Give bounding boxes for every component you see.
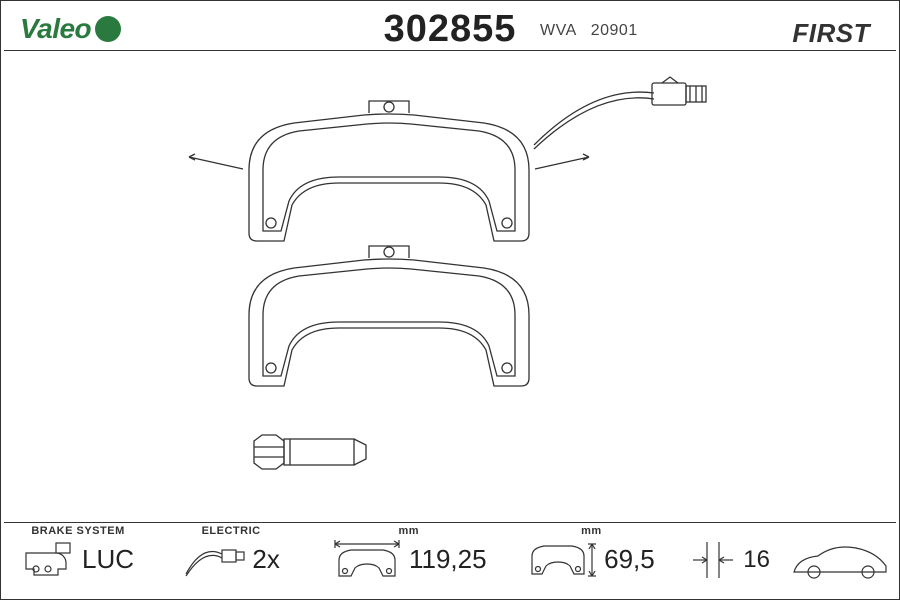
valeo-logotype: Valeo [20, 13, 91, 45]
caliper-icon [22, 539, 76, 581]
spec-width: mm 119,25 [310, 523, 507, 596]
upper-brake-pad [189, 101, 589, 241]
header: Valeo 302855 WVA 20901 FIRST [0, 8, 900, 50]
diagram-svg [4, 55, 896, 522]
spec-vehicle [784, 523, 896, 596]
spec-brake-system-label: BRAKE SYSTEM [4, 525, 152, 537]
spec-brake-system-value: LUC [82, 544, 134, 575]
lower-brake-pad [249, 246, 529, 386]
first-logo: FIRST [792, 18, 870, 49]
guide-bolt [254, 435, 366, 469]
technical-diagram [4, 55, 896, 522]
thickness-icon [689, 538, 737, 582]
part-number: 302855 [384, 8, 517, 51]
spec-electric: ELECTRIC 2x [152, 523, 310, 596]
valeo-logo: Valeo [20, 13, 121, 45]
car-silhouette-icon [790, 538, 890, 582]
spec-height-value: 69,5 [604, 544, 655, 575]
wva-label: WVA [540, 22, 576, 39]
spec-electric-label: ELECTRIC [152, 525, 310, 537]
sensor-wire-icon [182, 540, 246, 580]
spec-electric-value: 2x [252, 544, 279, 575]
valeo-dot-icon [95, 16, 121, 42]
spec-height: mm 69,5 [508, 523, 676, 596]
header-divider [4, 50, 896, 51]
height-icon [528, 538, 598, 582]
spec-thickness-value: 16 [743, 546, 770, 574]
spec-brake-system: BRAKE SYSTEM LUC [4, 523, 152, 596]
spec-height-label: mm [508, 525, 676, 537]
spec-width-value: 119,25 [409, 544, 487, 575]
sensor-wire [534, 77, 706, 149]
width-icon [331, 538, 403, 582]
wva-code: WVA 20901 [540, 22, 638, 40]
wva-value: 20901 [591, 22, 638, 39]
spec-bar: BRAKE SYSTEM LUC ELECTRIC 2x mm [4, 522, 896, 596]
spec-thickness: 16 [675, 523, 784, 596]
spec-width-label: mm [310, 525, 507, 537]
